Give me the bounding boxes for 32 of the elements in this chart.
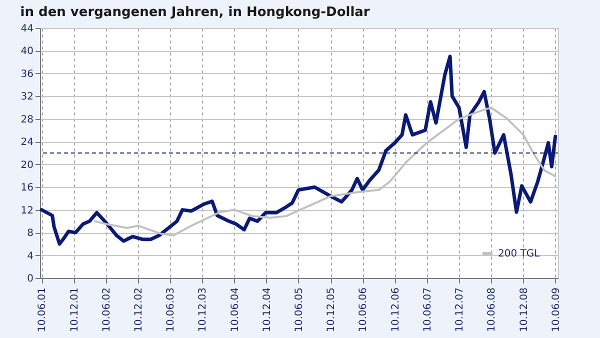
x-tick-label: 10.12.03 (198, 288, 209, 332)
x-tick-label: 10.06.06 (358, 288, 370, 332)
x-tick-label: 10.12.06 (390, 288, 402, 332)
x-tick-label: 10.12.05 (326, 288, 338, 332)
x-tick-label: 10.12.02 (133, 288, 144, 332)
y-tick-label: 44 (20, 24, 34, 34)
x-tick-label: 10.06.04 (230, 288, 241, 332)
x-tick-label: 10.12.01 (69, 288, 80, 332)
x-tick-label: 10.06.05 (294, 288, 305, 332)
x-tick-label: 10.06.02 (101, 288, 112, 332)
x-tick-label: 10.06.08 (486, 288, 498, 332)
y-tick-label: 8 (27, 228, 34, 240)
y-tick-label: 16 (20, 182, 34, 194)
y-tick-label: 36 (20, 68, 34, 80)
legend-label: 200 TGL (498, 248, 540, 260)
x-tick-label: 10.12.07 (454, 288, 466, 332)
y-tick-label: 12 (20, 205, 34, 216)
x-tick-label: 10.06.09 (550, 288, 562, 332)
y-tick-label: 4 (27, 250, 34, 262)
y-tick-label: 0 (27, 274, 34, 284)
y-tick-label: 32 (20, 92, 34, 103)
y-tick-label: 28 (20, 114, 34, 126)
y-tick-label: 24 (20, 137, 34, 148)
y-tick-label: 40 (20, 46, 34, 58)
x-tick-label: 10.06.01 (37, 288, 48, 332)
line-series (40, 54, 558, 246)
x-tick-label: 10.06.07 (422, 288, 434, 332)
x-tick-label: 10.06.03 (165, 288, 176, 332)
y-tick-label: 20 (20, 160, 34, 171)
x-tick-label: 10.12.04 (262, 288, 273, 332)
chart-title: in den vergangenen Jahren, in Hongkong-Dollar (20, 5, 370, 20)
x-tick-label: 10.12.08 (518, 288, 530, 332)
